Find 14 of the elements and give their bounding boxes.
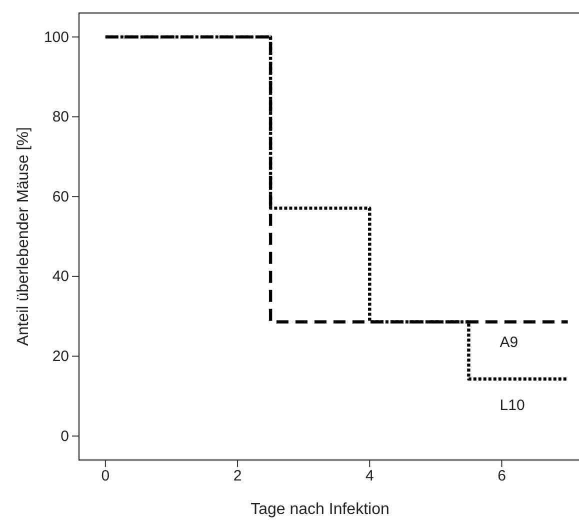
series-label: A9 (500, 334, 518, 351)
x-tick-label: 6 (498, 468, 506, 485)
y-tick-label: 20 (52, 348, 69, 366)
y-axis-title: Anteil überlebender Mäuse [%] (15, 127, 32, 346)
x-tick-label: 4 (365, 468, 374, 485)
series-label: L10 (500, 396, 525, 414)
y-tick-label: 0 (60, 428, 69, 445)
x-axis-title: Tage nach Infektion (250, 501, 390, 518)
y-tick-label: 40 (52, 268, 69, 286)
y-tick-label: 60 (52, 188, 69, 206)
y-tick-label: 100 (44, 28, 69, 46)
x-tick-label: 0 (101, 468, 110, 485)
x-tick-label: 2 (233, 468, 242, 485)
y-tick-label: 80 (52, 108, 69, 126)
